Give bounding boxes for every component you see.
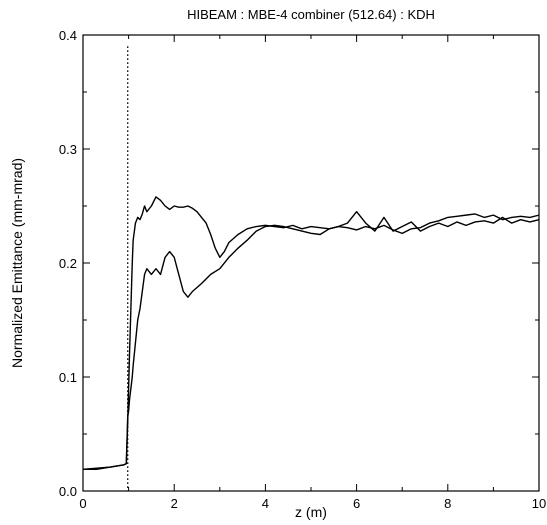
y-tick-label: 0.1 — [59, 370, 77, 385]
x-tick-label: 8 — [444, 496, 451, 511]
x-axis-label: z (m) — [295, 504, 327, 520]
x-axis: 0 2 4 6 8 10 — [79, 35, 546, 511]
y-tick-label: 0.0 — [59, 484, 77, 499]
y-axis-label: Normalized Emittance (mm-mrad) — [9, 158, 25, 368]
x-tick-label: 4 — [262, 496, 269, 511]
chart-title: HIBEAM : MBE-4 combiner (512.64) : KDH — [187, 7, 435, 22]
series-layer — [82, 196, 540, 471]
x-tick-label: 10 — [532, 496, 546, 511]
plot-frame — [82, 34, 540, 492]
y-tick-label: 0.3 — [59, 142, 77, 157]
y-tick-label: 0.4 — [59, 28, 77, 43]
x-tick-label: 6 — [353, 496, 360, 511]
y-tick-label: 0.2 — [59, 256, 77, 271]
series-line-2 — [82, 211, 540, 471]
x-tick-label: 2 — [171, 496, 178, 511]
x-tick-label: 0 — [79, 496, 86, 511]
series-line-1 — [83, 196, 540, 471]
y-axis: 0.0 0.1 0.2 0.3 0.4 — [59, 28, 539, 499]
